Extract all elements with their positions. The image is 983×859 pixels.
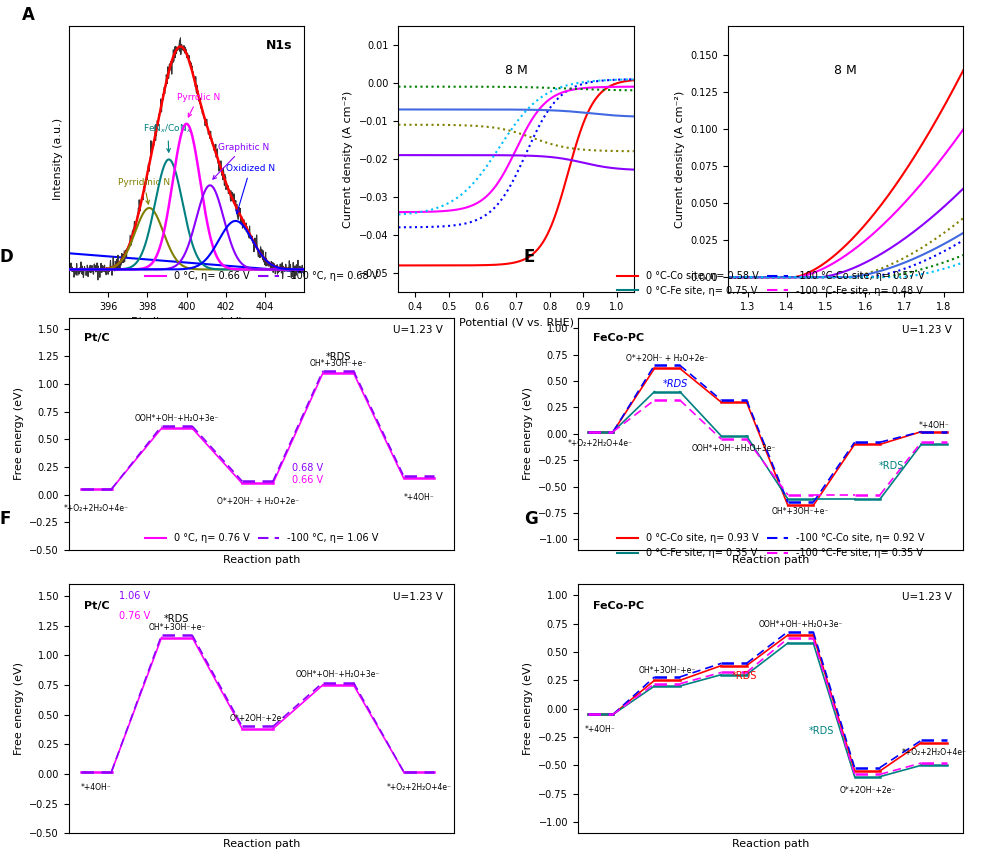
Text: 0.68 V: 0.68 V xyxy=(292,463,323,473)
Text: FeCo-PC: FeCo-PC xyxy=(593,601,644,611)
Text: 1.06 V: 1.06 V xyxy=(119,591,150,601)
Text: FeN$_x$/CoN$_x$: FeN$_x$/CoN$_x$ xyxy=(144,123,193,152)
Legend: 0 °C-Co site, η= 0.58 V, 0 °C-Fe site, η= 0.75 V, -100 °C-Co site, η= 0.57 V, -1: 0 °C-Co site, η= 0.58 V, 0 °C-Fe site, η… xyxy=(613,267,928,300)
Legend: 0 °C, η= 0.66 V, -100 °C, η= 0.68 V: 0 °C, η= 0.66 V, -100 °C, η= 0.68 V xyxy=(142,267,382,285)
Text: U=1.23 V: U=1.23 V xyxy=(393,592,442,601)
Text: A: A xyxy=(22,7,34,24)
Text: O*+2OH⁻ + H₂O+2e⁻: O*+2OH⁻ + H₂O+2e⁻ xyxy=(626,354,708,363)
Text: U=1.23 V: U=1.23 V xyxy=(901,325,952,335)
X-axis label: Reaction path: Reaction path xyxy=(732,838,809,849)
Text: OH*+3OH⁻+e⁻: OH*+3OH⁻+e⁻ xyxy=(148,623,205,631)
Text: FeCo-PC: FeCo-PC xyxy=(593,333,644,343)
Text: *RDS: *RDS xyxy=(732,671,757,681)
Y-axis label: Free energy (eV): Free energy (eV) xyxy=(523,387,533,480)
Text: OOH*+OH⁻+H₂O+3e⁻: OOH*+OH⁻+H₂O+3e⁻ xyxy=(135,414,219,423)
Text: D: D xyxy=(0,248,13,266)
X-axis label: Reaction path: Reaction path xyxy=(732,555,809,565)
X-axis label: Reaction path: Reaction path xyxy=(223,838,300,849)
Text: U=1.23 V: U=1.23 V xyxy=(901,592,952,601)
Text: OH*+3OH⁻+e⁻: OH*+3OH⁻+e⁻ xyxy=(772,507,830,515)
Text: U=1.23 V: U=1.23 V xyxy=(393,325,442,335)
X-axis label: Potential (V vs. RHE): Potential (V vs. RHE) xyxy=(788,317,903,327)
Text: O*+2OH⁻+2e⁻: O*+2OH⁻+2e⁻ xyxy=(839,786,896,795)
Text: 8 M: 8 M xyxy=(835,64,857,76)
Text: 0.66 V: 0.66 V xyxy=(292,476,323,485)
Y-axis label: Intensity (a.u.): Intensity (a.u.) xyxy=(53,118,63,200)
Text: O*+2OH⁻+2e⁻: O*+2OH⁻+2e⁻ xyxy=(229,714,286,723)
Text: Pt/C: Pt/C xyxy=(85,333,110,343)
Text: *RDS: *RDS xyxy=(164,614,190,624)
Text: O*+2OH⁻ + H₂O+2e⁻: O*+2OH⁻ + H₂O+2e⁻ xyxy=(216,497,299,506)
Y-axis label: Free energy (eV): Free energy (eV) xyxy=(14,387,24,480)
Text: *RDS: *RDS xyxy=(809,726,835,735)
Text: *RDS: *RDS xyxy=(663,380,688,389)
Text: Pt/C: Pt/C xyxy=(85,601,110,611)
Y-axis label: Free energy (eV): Free energy (eV) xyxy=(14,662,24,755)
Text: 0.76 V: 0.76 V xyxy=(119,611,150,621)
Text: *RDS: *RDS xyxy=(325,352,351,362)
Y-axis label: Current density (A cm⁻²): Current density (A cm⁻²) xyxy=(343,90,354,228)
Text: OOH*+OH⁻+H₂O+3e⁻: OOH*+OH⁻+H₂O+3e⁻ xyxy=(759,620,842,630)
X-axis label: Potential (V vs. RHE): Potential (V vs. RHE) xyxy=(459,317,573,327)
Text: OOH*+OH⁻+H₂O+3e⁻: OOH*+OH⁻+H₂O+3e⁻ xyxy=(692,444,776,454)
Legend: 0 °C-Co site, η= 0.93 V, 0 °C-Fe site, η= 0.35 V, -100 °C-Co site, η= 0.92 V, -1: 0 °C-Co site, η= 0.93 V, 0 °C-Fe site, η… xyxy=(613,529,928,562)
Text: *+4OH⁻: *+4OH⁻ xyxy=(918,421,950,430)
Text: E: E xyxy=(524,248,535,266)
Text: F: F xyxy=(0,510,11,528)
Text: *+O₂+2H₂O+4e⁻: *+O₂+2H₂O+4e⁻ xyxy=(568,439,633,448)
Text: 8 M: 8 M xyxy=(504,64,528,76)
Y-axis label: Current density (A cm⁻²): Current density (A cm⁻²) xyxy=(675,90,685,228)
Text: *+O₂+2H₂O+4e⁻: *+O₂+2H₂O+4e⁻ xyxy=(386,783,451,792)
Text: OOH*+OH⁻+H₂O+3e⁻: OOH*+OH⁻+H₂O+3e⁻ xyxy=(296,670,380,679)
Text: Pyrridinic N: Pyrridinic N xyxy=(118,179,170,204)
Legend: 0 °C, η= 0.76 V, -100 °C, η= 1.06 V: 0 °C, η= 0.76 V, -100 °C, η= 1.06 V xyxy=(142,529,382,547)
Text: *+4OH⁻: *+4OH⁻ xyxy=(81,783,112,792)
Text: *+O₂+2H₂O+4e⁻: *+O₂+2H₂O+4e⁻ xyxy=(64,504,129,514)
Text: Oxidized N: Oxidized N xyxy=(226,164,275,214)
Text: G: G xyxy=(524,510,538,528)
X-axis label: Reaction path: Reaction path xyxy=(223,555,300,565)
Text: OH*+3OH⁻+e⁻: OH*+3OH⁻+e⁻ xyxy=(639,666,696,674)
Text: *+O₂+2H₂O+4e⁻: *+O₂+2H₂O+4e⁻ xyxy=(901,748,966,758)
Y-axis label: Free energy (eV): Free energy (eV) xyxy=(523,662,533,755)
Text: OH*+3OH⁻+e⁻: OH*+3OH⁻+e⁻ xyxy=(310,358,367,368)
Text: *RDS: *RDS xyxy=(879,460,904,471)
X-axis label: Binding energy (eV): Binding energy (eV) xyxy=(131,317,243,327)
Text: *+4OH⁻: *+4OH⁻ xyxy=(585,724,615,734)
Text: *+4OH⁻: *+4OH⁻ xyxy=(403,493,434,503)
Text: Pyrrolic N: Pyrrolic N xyxy=(177,93,220,117)
Text: Graphitic N: Graphitic N xyxy=(213,143,269,180)
Text: N1s: N1s xyxy=(266,39,293,52)
